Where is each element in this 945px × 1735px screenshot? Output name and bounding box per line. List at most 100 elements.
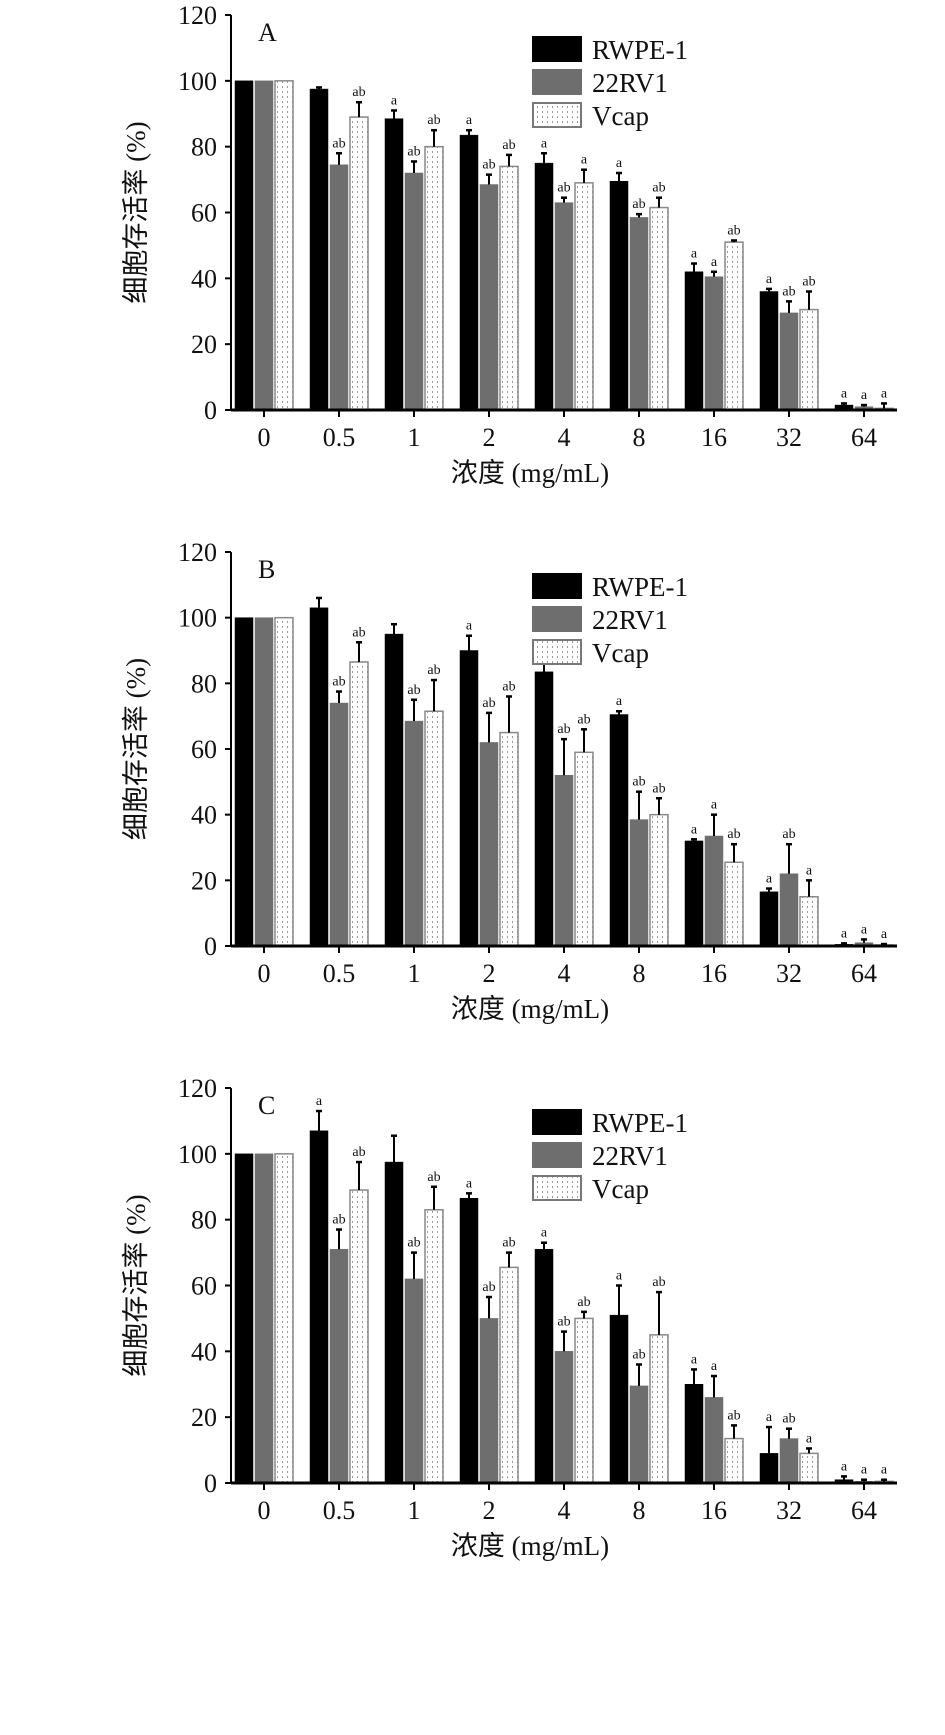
significance-label: ab [427,1170,440,1185]
y-axis-label: 细胞存活率 (%) [121,658,151,840]
significance-label: a [541,1226,548,1241]
bar-22rv1-16 [704,1397,724,1484]
bar-vcap-4 [574,1317,594,1484]
y-tick-label: 0 [204,1469,217,1498]
y-tick-label: 60 [191,199,217,228]
legend-label: 22RV1 [592,605,668,635]
legend-label: Vcap [592,1174,649,1204]
bar-rwpe-1-0 [234,80,254,411]
significance-label: a [391,93,398,108]
bar-vcap-2 [499,1266,519,1484]
bar-22rv1-4 [554,202,574,411]
bar-22rv1-8 [629,819,649,947]
x-tick-label: 16 [701,423,727,452]
x-tick-label: 32 [776,423,802,452]
significance-label: a [316,1094,323,1109]
x-tick-label: 2 [483,959,496,988]
bar-22rv1-8 [629,1385,649,1484]
panel-label: B [258,555,275,584]
y-axis-label: 细胞存活率 (%) [121,1194,151,1376]
significance-label: ab [407,1236,420,1251]
y-tick-label: 20 [191,330,217,359]
significance-label: a [881,386,888,401]
significance-label: ab [502,138,515,153]
x-tick-label: 0 [258,423,271,452]
significance-label: ab [652,781,665,796]
x-tick-label: 1 [408,423,421,452]
x-tick-label: 16 [701,1496,727,1525]
y-tick-label: 60 [191,1272,217,1301]
bar-rwpe-1-2 [459,650,479,947]
significance-label: ab [332,136,345,151]
x-tick-label: 32 [776,959,802,988]
bar-vcap-0.5 [349,1189,369,1484]
significance-label: ab [502,679,515,694]
significance-label: ab [557,181,570,196]
x-tick-label: 64 [851,959,877,988]
bar-rwpe-1-16 [684,840,704,947]
significance-label: ab [557,722,570,737]
significance-label: a [616,1269,623,1284]
y-tick-label: 60 [191,735,217,764]
x-tick-label: 8 [633,959,646,988]
significance-label: ab [427,113,440,128]
bar-22rv1-0.5 [329,164,349,411]
significance-label: a [691,247,698,262]
significance-label: a [711,255,718,270]
significance-label: a [466,619,473,634]
panel-label: C [258,1091,275,1120]
bar-22rv1-8 [629,217,649,411]
x-tick-label: 0.5 [323,423,356,452]
significance-label: a [881,927,888,942]
significance-label: a [806,1431,813,1446]
y-tick-label: 40 [191,801,217,830]
y-tick-label: 40 [191,264,217,293]
bar-vcap-1 [424,145,444,411]
x-tick-label: 2 [483,1496,496,1525]
bar-22rv1-2 [479,742,499,947]
significance-label: a [616,156,623,171]
bar-rwpe-1-1 [384,633,404,947]
significance-label: a [711,798,718,813]
x-tick-label: 0 [258,959,271,988]
x-tick-label: 32 [776,1496,802,1525]
x-tick-label: 8 [633,423,646,452]
y-axis-label: 细胞存活率 (%) [121,121,151,303]
bar-rwpe-1-0.5 [309,1130,329,1484]
x-axis-label: 浓度 (mg/mL) [451,458,609,488]
legend-label: RWPE-1 [592,35,688,65]
significance-label: a [691,822,698,837]
significance-label: ab [502,1236,515,1251]
bar-rwpe-1-1 [384,118,404,411]
legend-swatch-rwpe-1 [532,573,582,599]
x-tick-label: 4 [558,1496,571,1525]
bar-rwpe-1-0 [234,1153,254,1484]
bar-22rv1-1 [404,720,424,947]
legend-label: 22RV1 [592,68,668,98]
significance-label: ab [407,683,420,698]
bar-vcap-0.5 [349,116,369,411]
bar-vcap-1 [424,1209,444,1484]
y-tick-label: 20 [191,866,217,895]
significance-label: a [616,694,623,709]
significance-label: ab [577,1295,590,1310]
bar-vcap-16 [724,861,744,947]
significance-label: ab [407,144,420,159]
bar-vcap-16 [724,241,744,411]
significance-label: a [581,153,588,168]
y-tick-label: 0 [204,932,217,961]
bar-rwpe-1-8 [609,180,629,411]
bar-vcap-8 [649,1334,669,1484]
significance-label: ab [427,663,440,678]
bar-vcap-0.5 [349,661,369,947]
y-tick-label: 0 [204,396,217,425]
bar-22rv1-32 [779,312,799,411]
significance-label: ab [632,197,645,212]
panel-label: A [258,18,277,47]
significance-label: ab [632,775,645,790]
significance-label: ab [652,1275,665,1290]
